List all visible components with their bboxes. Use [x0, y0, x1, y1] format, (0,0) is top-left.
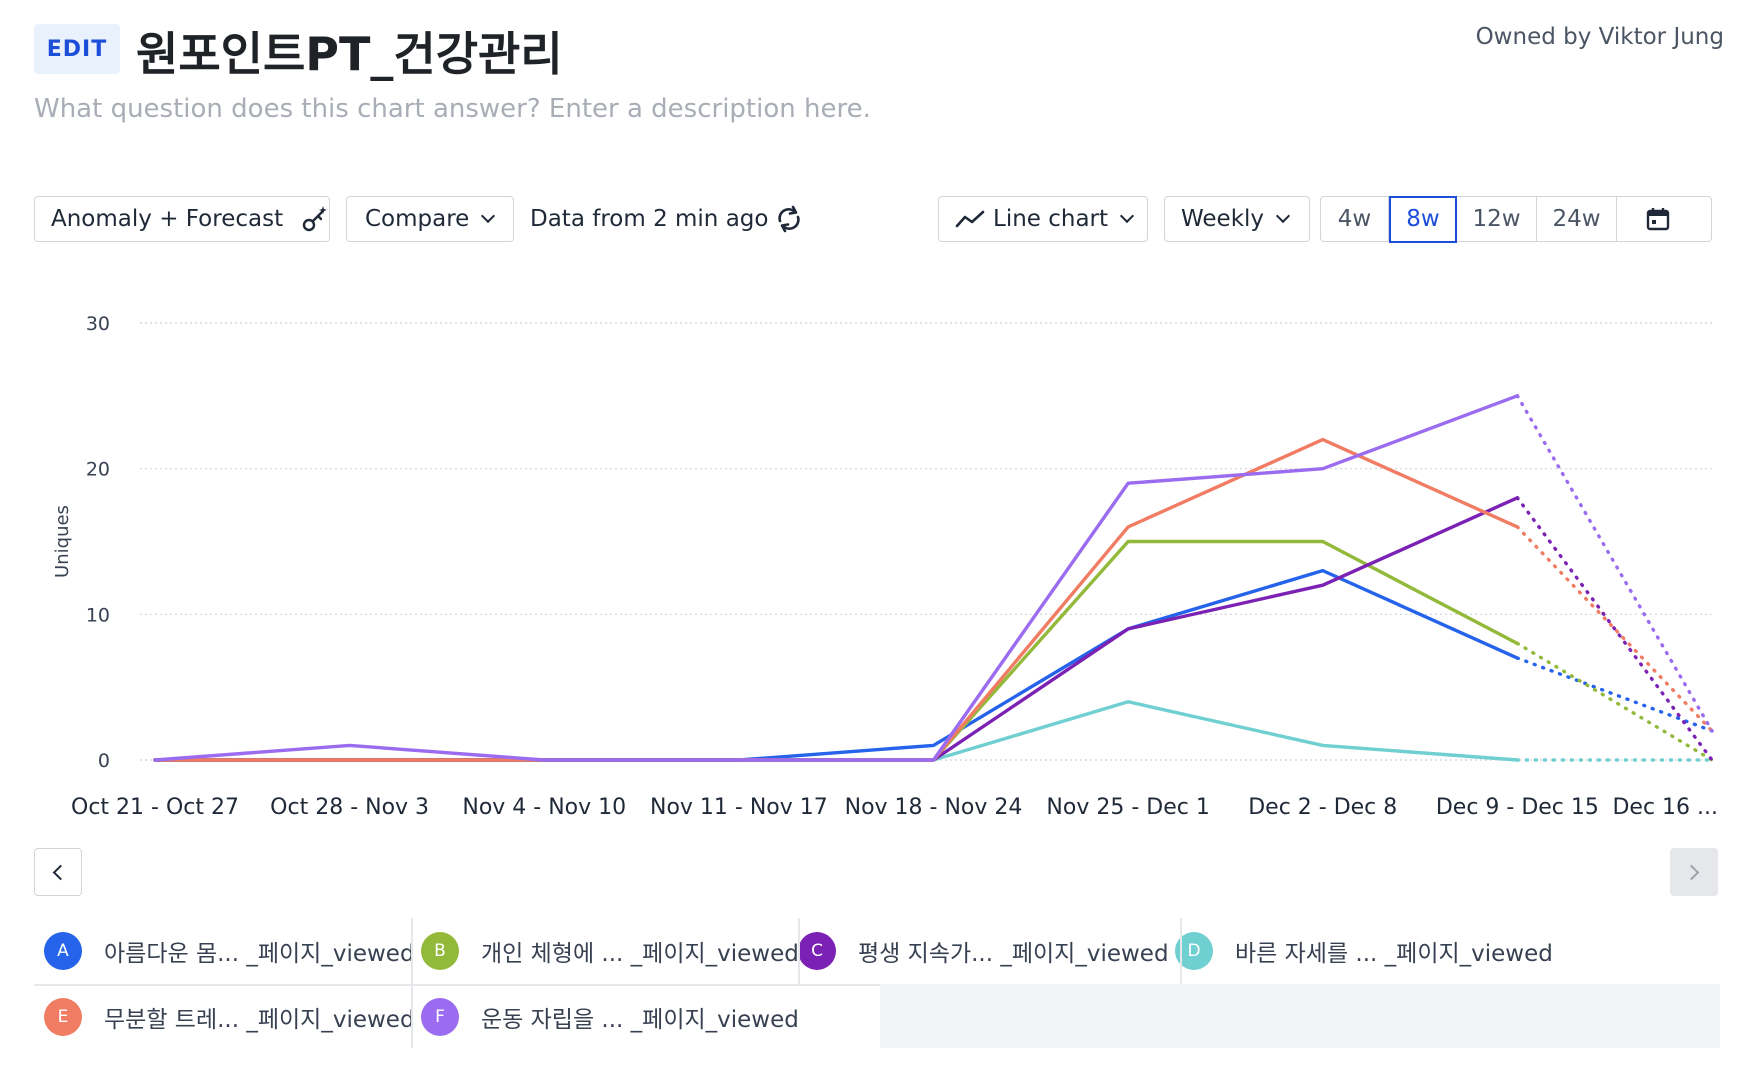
x-tick-label: Nov 4 - Nov 10: [462, 795, 626, 820]
magic-wand-icon: [301, 205, 329, 233]
interval-dropdown[interactable]: Weekly: [1164, 196, 1310, 242]
chart-legend: A 아름다운 몸... _페이지_viewed B 개인 체형에 ... _페이지_v…: [34, 918, 1720, 1048]
legend-label: 평생 지속가... _페이지_viewed: [858, 941, 1169, 967]
series-C[interactable]: [153, 496, 1714, 762]
legend-item-A[interactable]: A 아름다운 몸... _페이지_viewed: [44, 918, 415, 984]
chevron-right-icon: [1683, 864, 1700, 880]
line-chart-icon: [955, 209, 985, 229]
series-line[interactable]: [153, 568, 1520, 762]
series-forecast-segment[interactable]: [1515, 641, 1714, 762]
interval-label: Weekly: [1181, 206, 1265, 232]
x-tick-label: Dec 16 ...: [1612, 795, 1718, 820]
legend-item-E[interactable]: E 무분할 트레... _페이지_viewed: [44, 984, 415, 1050]
legend-divider: [798, 918, 800, 984]
legend-item-C[interactable]: C 평생 지속가... _페이지_viewed: [798, 918, 1169, 984]
anomaly-forecast-label: Anomaly + Forecast: [51, 206, 284, 232]
y-tick-label: 10: [86, 604, 110, 626]
legend-badge: E: [44, 998, 82, 1036]
series-forecast-segment[interactable]: [1515, 525, 1714, 733]
legend-prev-button[interactable]: [34, 848, 82, 896]
series-forecast-segment[interactable]: [1515, 656, 1714, 733]
legend-label: 무분할 트레... _페이지_viewed: [104, 1007, 415, 1033]
y-axis-label: Uniques: [52, 505, 73, 578]
y-tick-label: 30: [86, 313, 110, 335]
legend-badge: C: [798, 932, 836, 970]
x-tick-label: Dec 9 - Dec 15: [1436, 795, 1599, 820]
refresh-icon[interactable]: [774, 204, 804, 234]
legend-badge: B: [421, 932, 459, 970]
data-freshness-label: Data from 2 min ago: [530, 206, 769, 232]
chart-type-dropdown[interactable]: Line chart: [938, 196, 1148, 242]
y-tick-label: 0: [98, 750, 110, 772]
x-tick-label: Oct 21 - Oct 27: [71, 795, 239, 820]
series-line[interactable]: [153, 437, 1520, 762]
legend-badge: F: [421, 998, 459, 1036]
legend-label: 운동 자립을 ... _페이지_viewed: [481, 1007, 799, 1033]
legend-label: 바른 자세를 ... _페이지_viewed: [1235, 941, 1553, 967]
series-F[interactable]: [153, 394, 1714, 762]
x-tick-label: Dec 2 - Dec 8: [1248, 795, 1397, 820]
x-tick-label: Oct 28 - Nov 3: [270, 795, 429, 820]
series-forecast-segment[interactable]: [1515, 394, 1714, 733]
x-tick-label: Nov 18 - Nov 24: [845, 795, 1023, 820]
range-4w[interactable]: 4w: [1321, 197, 1389, 241]
series-line[interactable]: [153, 394, 1520, 762]
chevron-down-icon: [481, 208, 496, 224]
calendar-icon: [1645, 206, 1671, 232]
x-tick-label: Nov 11 - Nov 17: [650, 795, 828, 820]
series-D[interactable]: [153, 700, 1714, 762]
compare-dropdown[interactable]: Compare: [346, 196, 514, 242]
chevron-down-icon: [1275, 208, 1291, 224]
series-E[interactable]: [153, 437, 1714, 762]
owner-label: Owned by Viktor Jung: [1475, 24, 1724, 50]
series-line[interactable]: [153, 496, 1520, 762]
legend-item-B[interactable]: B 개인 체형에 ... _페이지_viewed: [421, 918, 799, 984]
range-12w[interactable]: 12w: [1457, 197, 1537, 241]
series-A[interactable]: [153, 568, 1714, 762]
legend-item-F[interactable]: F 운동 자립을 ... _페이지_viewed: [421, 984, 799, 1050]
x-tick-label: Nov 25 - Dec 1: [1046, 795, 1209, 820]
range-selector: 4w 8w 12w 24w: [1320, 195, 1712, 243]
legend-divider: [1180, 918, 1182, 984]
legend-divider: [411, 918, 413, 1048]
range-8w[interactable]: 8w: [1389, 195, 1457, 243]
series-B[interactable]: [153, 539, 1714, 762]
legend-badge: A: [44, 932, 82, 970]
legend-empty-area: [880, 984, 1720, 1048]
legend-label: 개인 체형에 ... _페이지_viewed: [481, 941, 799, 967]
series-forecast-segment[interactable]: [1515, 496, 1714, 762]
legend-next-button[interactable]: [1670, 848, 1718, 896]
chevron-down-icon: [1119, 208, 1135, 224]
range-24w[interactable]: 24w: [1537, 197, 1617, 241]
anomaly-forecast-button[interactable]: Anomaly + Forecast: [34, 196, 330, 242]
date-picker-button[interactable]: [1617, 197, 1711, 241]
legend-item-D[interactable]: D 바른 자세를 ... _페이지_viewed: [1175, 918, 1553, 984]
y-tick-label: 20: [86, 459, 110, 481]
compare-label: Compare: [365, 206, 470, 232]
edit-button[interactable]: EDIT: [34, 24, 120, 74]
legend-label: 아름다운 몸... _페이지_viewed: [104, 941, 415, 967]
page-title[interactable]: 원포인트PT_건강관리: [136, 27, 563, 81]
legend-divider: [34, 984, 880, 986]
line-chart: 0 10 20 30 Uniques Oct 21 - Oct 27 Oct 28 - No…: [52, 313, 1718, 820]
description-input[interactable]: What question does this chart answer? En…: [34, 94, 871, 124]
chart-type-label: Line chart: [993, 206, 1109, 232]
chevron-left-icon: [52, 864, 69, 880]
